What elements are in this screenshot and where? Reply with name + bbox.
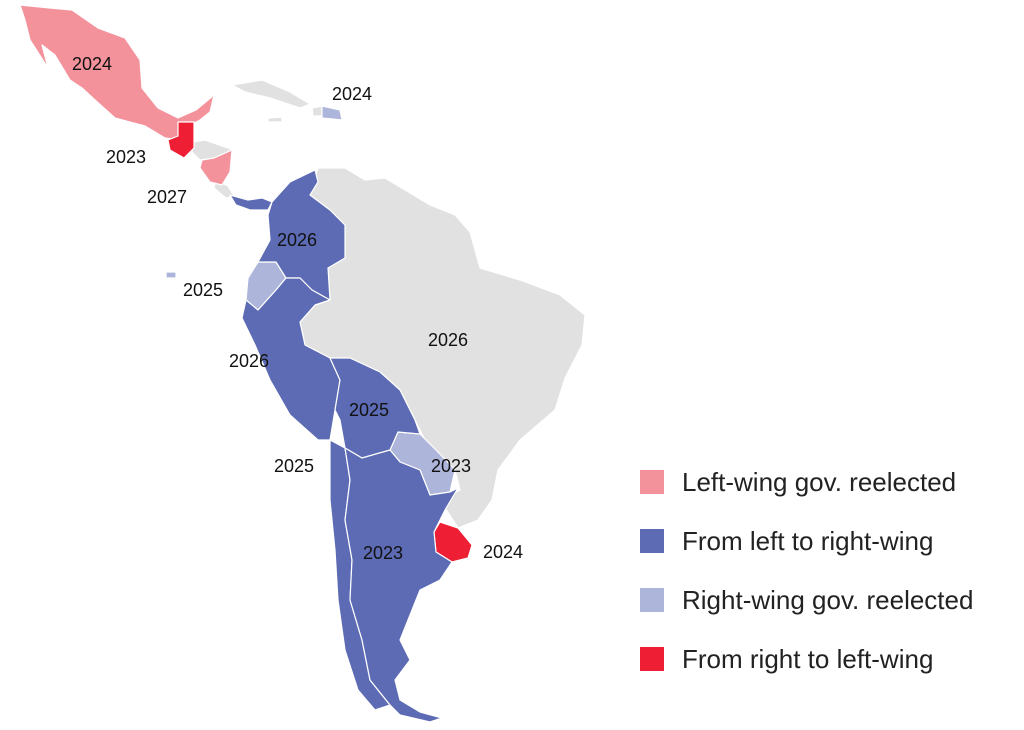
map-labels: 2024 2024 2023 2027 2026 2025 2026 2026 … — [72, 54, 523, 563]
legend-swatch — [640, 470, 664, 494]
country-dominican-republic — [321, 105, 343, 121]
label-brazil: 2026 — [428, 330, 468, 350]
country-peru — [241, 277, 341, 441]
label-colombia: 2026 — [277, 230, 317, 250]
country-jamaica — [267, 116, 283, 123]
country-haiti — [311, 105, 323, 117]
map-legend: Left-wing gov. reelected From left to ri… — [640, 462, 1020, 698]
label-paraguay: 2023 — [431, 456, 471, 476]
legend-swatch — [640, 588, 664, 612]
left-to-right-countries — [229, 169, 459, 723]
label-argentina: 2023 — [363, 543, 403, 563]
legend-item-right-reelected: Right-wing gov. reelected — [640, 580, 1020, 620]
legend-item-left-to-right: From left to right-wing — [640, 521, 1020, 561]
label-ecuador: 2025 — [183, 280, 223, 300]
legend-swatch — [640, 647, 664, 671]
label-peru: 2026 — [229, 351, 269, 371]
country-cuba — [231, 79, 311, 109]
legend-label: Right-wing gov. reelected — [682, 584, 974, 615]
legend-item-left-reelected: Left-wing gov. reelected — [640, 462, 1020, 502]
label-uruguay: 2024 — [483, 542, 523, 562]
label-mexico: 2024 — [72, 54, 112, 74]
no-data-countries — [191, 79, 586, 529]
country-panama — [229, 194, 273, 211]
legend-swatch — [640, 529, 664, 553]
country-colombia — [257, 169, 346, 301]
legend-label: From left to right-wing — [682, 525, 934, 556]
country-mexico — [19, 4, 215, 141]
label-guatemala: 2023 — [106, 147, 146, 167]
legend-label: From right to left-wing — [682, 643, 934, 674]
label-nicaragua: 2027 — [147, 187, 187, 207]
country-argentina — [344, 447, 459, 723]
legend-label: Left-wing gov. reelected — [682, 466, 957, 497]
country-guatemala — [167, 121, 195, 159]
country-galapagos — [165, 271, 177, 279]
country-nicaragua — [199, 149, 233, 186]
label-chile: 2025 — [274, 456, 314, 476]
label-dominican-republic: 2024 — [332, 84, 372, 104]
label-bolivia: 2025 — [349, 400, 389, 420]
country-bolivia — [329, 357, 421, 459]
legend-item-right-to-left: From right to left-wing — [640, 639, 1020, 679]
